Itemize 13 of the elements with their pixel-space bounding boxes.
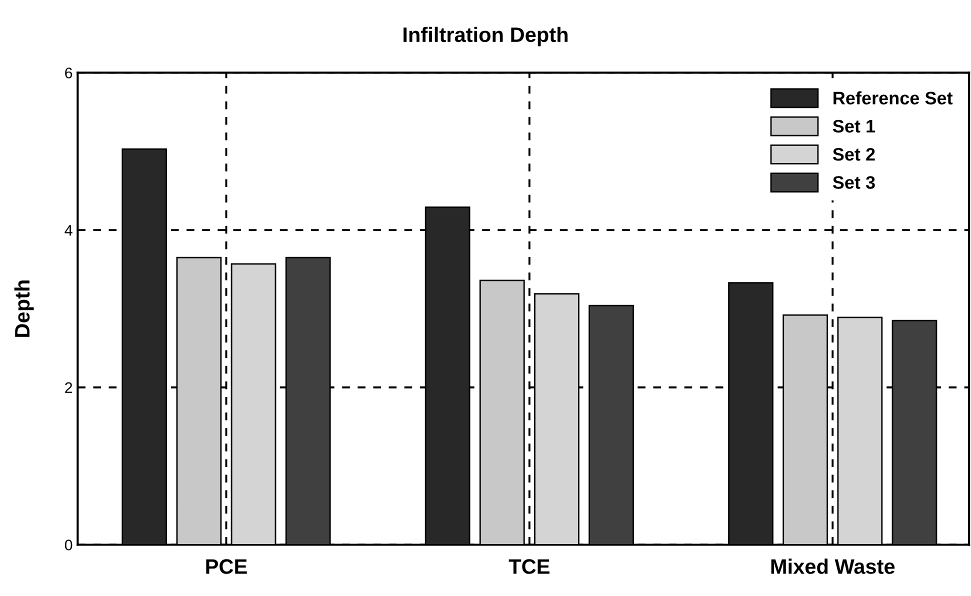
x-tick-label: Mixed Waste	[771, 558, 895, 574]
x-tick-label: TCE	[508, 559, 550, 574]
y-tick-label: 4	[64, 225, 72, 236]
x-tick-label: PCE	[206, 559, 247, 574]
y-tick-label: 2	[65, 382, 72, 393]
y-axis-title: Depth	[14, 280, 34, 337]
legend-label: Set 3	[832, 176, 875, 189]
y-tick-label: 6	[65, 68, 72, 78]
legend-label: Set 1	[832, 120, 876, 133]
y-tick-label: 0	[64, 540, 72, 550]
legend-label: Set 2	[832, 148, 875, 161]
chart-title: Infiltration Depth	[404, 26, 568, 46]
legend-label: Reference Set	[834, 91, 953, 104]
